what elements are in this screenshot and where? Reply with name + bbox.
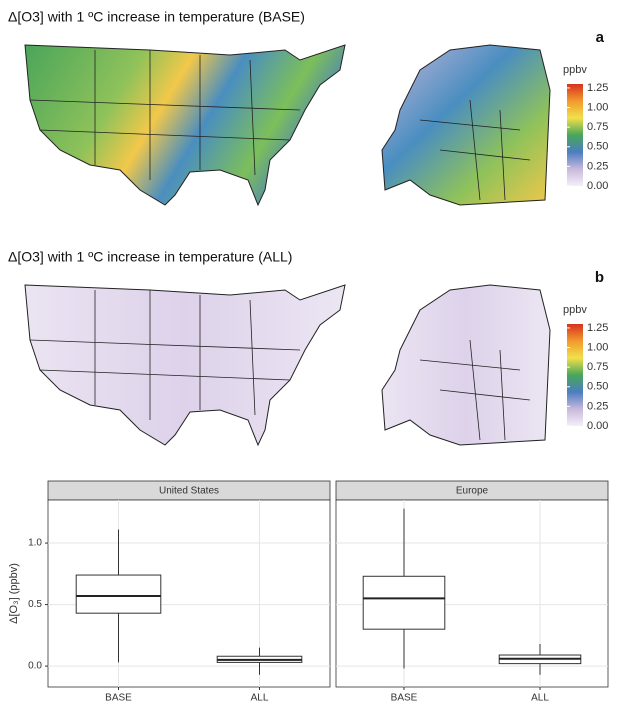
colorbar-tick-label: 1.00	[587, 101, 608, 113]
legend-title: ppbv	[563, 64, 587, 76]
colorbar-tick-label: 0.00	[587, 420, 608, 432]
europe-map-b	[381, 284, 551, 446]
panel-title: Δ[O3] with 1 ºC increase in temperature …	[8, 9, 305, 25]
colorbar	[567, 324, 583, 426]
strip-label: United States	[159, 486, 219, 497]
legend-title: ppbv	[563, 304, 587, 316]
box	[75, 574, 162, 614]
x-tick-label: BASE	[105, 693, 132, 704]
colorbar-tick-label: 1.00	[587, 341, 608, 353]
colorbar	[567, 84, 583, 186]
colorbar-tick-label: 0.50	[587, 381, 608, 393]
strip-label: Europe	[456, 486, 489, 497]
y-tick-label: 0.5	[28, 599, 42, 610]
y-tick-label: 1.0	[28, 538, 42, 549]
colorbar-tick-label: 0.00	[587, 180, 608, 192]
colorbar-tick-label: 0.75	[587, 361, 608, 373]
y-tick-label: 0.0	[28, 661, 42, 672]
x-tick-label: ALL	[251, 693, 269, 704]
x-tick-label: BASE	[391, 693, 418, 704]
europe-map-a	[381, 44, 551, 206]
colorbar-tick-label: 1.25	[587, 82, 608, 94]
colorbar-tick-label: 1.25	[587, 322, 608, 334]
panel-label: a	[596, 29, 605, 46]
panel-title: Δ[O3] with 1 ºC increase in temperature …	[8, 249, 292, 265]
us-map-b	[24, 284, 346, 447]
colorbar-tick-label: 0.25	[587, 400, 608, 412]
box	[362, 575, 446, 630]
y-axis-label: Δ[O₃] (ppbv)	[8, 563, 20, 624]
colorbar-tick-label: 0.75	[587, 121, 608, 133]
us-map-a	[24, 44, 346, 207]
x-tick-label: ALL	[531, 693, 549, 704]
panel-label: b	[595, 269, 604, 286]
colorbar-tick-label: 0.25	[587, 160, 608, 172]
colorbar-tick-label: 0.50	[587, 141, 608, 153]
